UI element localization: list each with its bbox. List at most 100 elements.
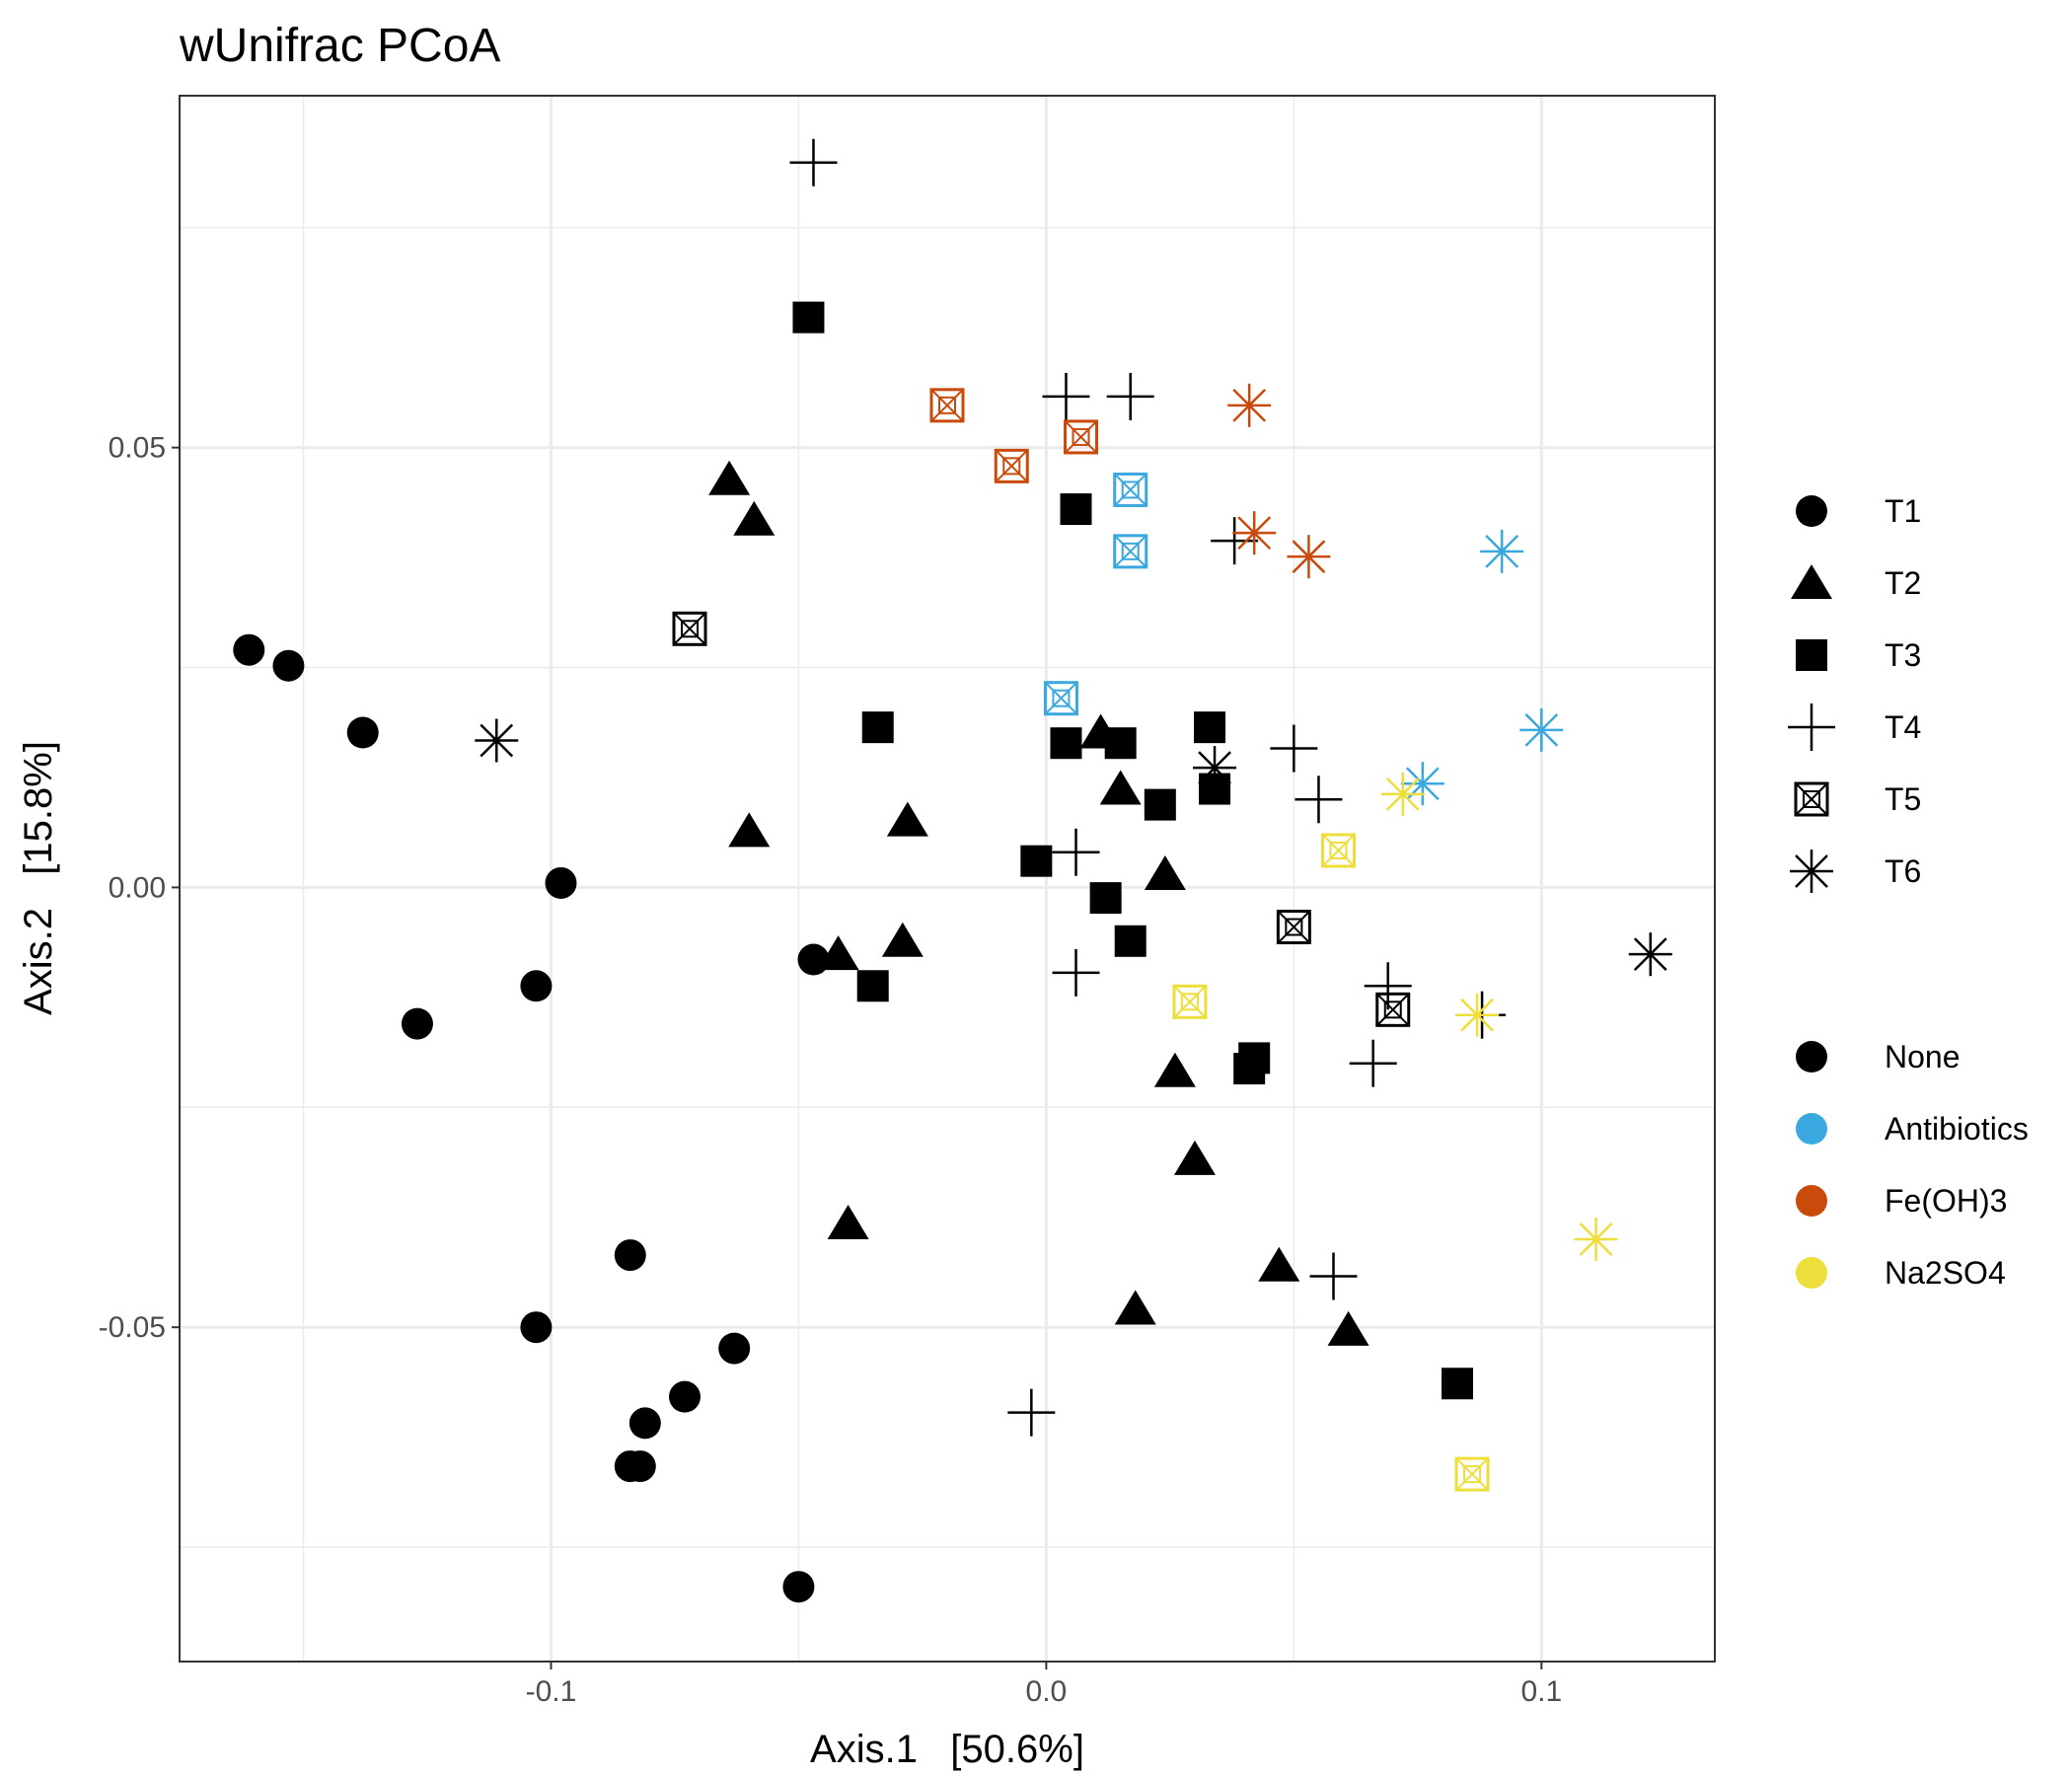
legend-label: T5 xyxy=(1885,781,1921,817)
legend-label: T4 xyxy=(1885,709,1921,745)
data-point xyxy=(1480,529,1524,573)
axis-ticks: -0.1 0.0 0.1 -0.05 0.00 0.05 xyxy=(99,432,1563,1708)
data-point xyxy=(718,1332,751,1365)
data-point xyxy=(629,1407,661,1440)
legend-label: Na2SO4 xyxy=(1885,1255,2006,1291)
data-point xyxy=(792,301,825,333)
data-point xyxy=(1153,1052,1196,1087)
legend-label: Antibiotics xyxy=(1885,1111,2029,1147)
data-point xyxy=(1007,1388,1056,1437)
legend-color-key xyxy=(1796,1113,1827,1145)
data-point xyxy=(881,922,924,957)
panel-border xyxy=(179,95,1716,1663)
data-point xyxy=(817,935,859,971)
data-point xyxy=(1327,1310,1369,1346)
x-tick-label: 0.0 xyxy=(1026,1675,1068,1708)
legend-label: Fe(OH)3 xyxy=(1885,1183,2007,1219)
data-point xyxy=(994,448,1029,483)
data-point xyxy=(475,718,519,763)
data-point xyxy=(1276,910,1311,945)
data-point xyxy=(520,970,553,1002)
data-point xyxy=(1060,493,1092,526)
data-point xyxy=(886,801,928,837)
legend-label: T1 xyxy=(1885,493,1921,529)
data-point xyxy=(1104,727,1137,760)
legend-key-t2 xyxy=(1791,564,1832,599)
data-point xyxy=(1052,828,1100,876)
data-point xyxy=(1020,845,1053,877)
data-point xyxy=(1099,770,1142,805)
data-point xyxy=(1193,746,1237,790)
data-point xyxy=(272,649,305,682)
data-point xyxy=(1628,932,1672,977)
data-point xyxy=(1232,511,1277,555)
data-point xyxy=(733,500,776,536)
data-point xyxy=(728,812,771,848)
data-point xyxy=(1113,534,1148,569)
data-point xyxy=(1173,1140,1216,1175)
x-tick-label: -0.1 xyxy=(526,1675,577,1708)
data-point xyxy=(1519,707,1564,752)
data-point xyxy=(1144,788,1176,821)
data-point xyxy=(782,1571,815,1603)
data-point xyxy=(1144,855,1186,891)
data-point xyxy=(1295,776,1343,824)
legend-color-key xyxy=(1796,1041,1827,1073)
chart-title: wUnifrac PCoA xyxy=(179,20,500,72)
data-point xyxy=(668,1380,701,1413)
data-point xyxy=(1172,984,1208,1019)
legend-label: None xyxy=(1885,1039,1961,1074)
data-point xyxy=(929,388,965,423)
data-point xyxy=(1042,372,1090,420)
legend-label: T2 xyxy=(1885,565,1921,601)
data-point xyxy=(708,460,751,495)
color-legend: None Antibiotics Fe(OH)3 Na2SO4 xyxy=(1796,1039,2029,1291)
data-point xyxy=(861,711,894,744)
data-point xyxy=(856,970,889,1002)
data-point xyxy=(1441,1368,1473,1400)
data-point xyxy=(1375,992,1411,1027)
data-point xyxy=(1258,1246,1300,1282)
legend-color-key xyxy=(1796,1185,1827,1217)
legend-color-key xyxy=(1796,1257,1827,1289)
legend: T1 T2 T3 T4 T5 T6 None Antibiotics Fe(OH)3 Na2SO4 xyxy=(1788,493,2029,1291)
data-point xyxy=(1574,1218,1618,1262)
y-tick-label: 0.00 xyxy=(109,871,166,904)
legend-key-t1 xyxy=(1796,495,1827,527)
data-point xyxy=(1454,1456,1490,1492)
y-tick-label: 0.05 xyxy=(109,432,166,465)
data-point xyxy=(1233,1053,1266,1085)
data-point xyxy=(1113,472,1148,507)
data-point xyxy=(520,1311,553,1344)
data-point xyxy=(789,138,838,186)
data-point xyxy=(672,611,707,646)
data-point xyxy=(1089,882,1122,915)
data-point xyxy=(1050,727,1082,760)
x-tick-label: 0.1 xyxy=(1520,1675,1562,1708)
shape-legend: T1 T2 T3 T4 T5 T6 xyxy=(1788,493,1921,893)
data-point xyxy=(1380,772,1425,816)
legend-key-t5 xyxy=(1794,781,1829,817)
legend-key-t3 xyxy=(1796,639,1827,671)
data-point xyxy=(1349,1039,1397,1087)
grid-lines xyxy=(180,96,1715,1662)
legend-key-t6 xyxy=(1790,850,1833,893)
data-point xyxy=(1194,711,1226,744)
data-point xyxy=(1043,681,1078,716)
data-point xyxy=(233,633,265,666)
legend-key-t4 xyxy=(1788,703,1835,751)
data-point xyxy=(1455,993,1500,1037)
data-point xyxy=(614,1239,646,1272)
data-point xyxy=(1114,1290,1156,1325)
data-point xyxy=(346,716,379,749)
data-point xyxy=(1309,1252,1358,1300)
data-point xyxy=(401,1007,433,1040)
data-point xyxy=(1064,419,1099,455)
x-axis-label: Axis.1 [50.6%] xyxy=(810,1728,1084,1771)
y-tick-label: -0.05 xyxy=(99,1311,166,1344)
data-point xyxy=(1211,517,1259,565)
data-point xyxy=(1114,925,1147,957)
data-point xyxy=(827,1204,869,1239)
